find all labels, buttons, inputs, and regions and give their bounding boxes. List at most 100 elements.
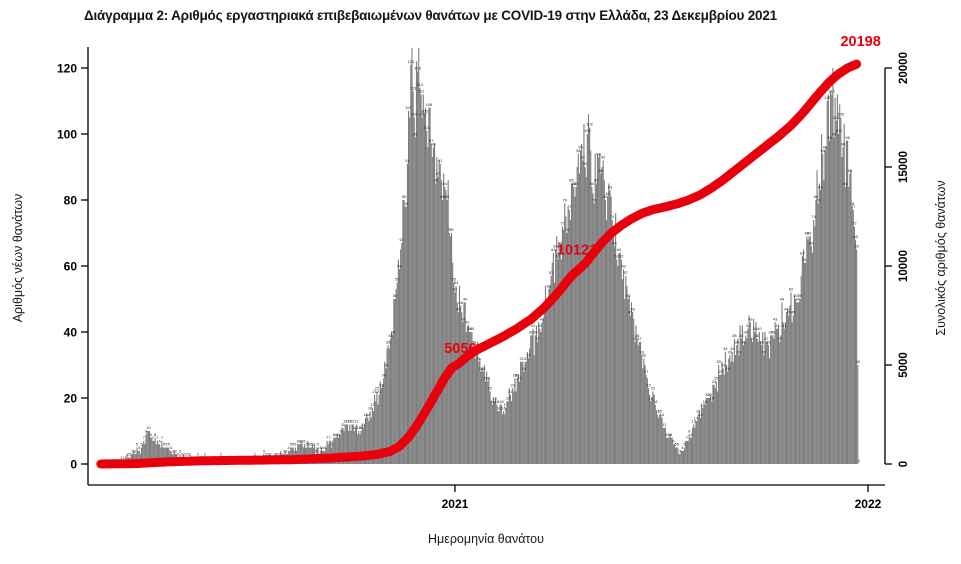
- svg-text:2: 2: [186, 452, 189, 457]
- svg-text:31: 31: [524, 356, 529, 361]
- svg-text:12: 12: [345, 419, 350, 424]
- svg-text:5: 5: [317, 442, 320, 447]
- svg-text:0: 0: [898, 461, 910, 467]
- svg-text:7: 7: [156, 435, 159, 440]
- svg-text:4: 4: [288, 445, 291, 450]
- svg-text:28: 28: [479, 366, 484, 371]
- svg-text:26: 26: [515, 372, 520, 377]
- svg-text:2: 2: [197, 452, 200, 457]
- svg-text:23: 23: [379, 382, 384, 387]
- svg-text:5: 5: [163, 442, 166, 447]
- svg-text:84: 84: [574, 181, 579, 186]
- svg-text:62: 62: [619, 254, 624, 259]
- svg-text:5: 5: [165, 442, 168, 447]
- svg-text:28: 28: [522, 366, 527, 371]
- svg-text:28: 28: [481, 366, 486, 371]
- svg-text:29: 29: [384, 363, 389, 368]
- svg-text:2: 2: [269, 452, 272, 457]
- svg-text:80: 80: [64, 194, 78, 208]
- svg-text:36: 36: [472, 339, 477, 344]
- svg-text:78: 78: [404, 201, 409, 206]
- svg-text:21: 21: [508, 389, 513, 394]
- svg-text:37: 37: [764, 336, 769, 341]
- svg-text:65: 65: [854, 244, 859, 249]
- x-axis-label: Ημερομηνία θανάτου: [428, 532, 544, 546]
- svg-text:4: 4: [319, 445, 322, 450]
- svg-text:98: 98: [845, 135, 850, 140]
- svg-text:102: 102: [586, 122, 593, 127]
- svg-text:108: 108: [426, 102, 433, 107]
- svg-text:63: 63: [800, 250, 805, 255]
- svg-text:69: 69: [807, 231, 812, 236]
- svg-text:7: 7: [152, 435, 155, 440]
- svg-text:37: 37: [750, 336, 755, 341]
- svg-text:39: 39: [744, 330, 749, 335]
- svg-text:6: 6: [159, 438, 162, 443]
- svg-text:2022: 2022: [855, 497, 882, 511]
- cumulative-deaths-line: [96, 59, 862, 469]
- svg-text:2: 2: [188, 452, 191, 457]
- svg-text:5: 5: [312, 442, 315, 447]
- svg-text:81: 81: [605, 191, 610, 196]
- svg-text:9: 9: [340, 429, 343, 434]
- svg-text:25: 25: [486, 376, 491, 381]
- svg-text:3: 3: [134, 448, 137, 453]
- svg-text:46: 46: [630, 306, 635, 311]
- svg-text:104: 104: [833, 115, 840, 120]
- svg-text:114: 114: [417, 82, 424, 87]
- svg-text:2: 2: [281, 452, 284, 457]
- svg-text:2: 2: [278, 452, 281, 457]
- svg-text:10: 10: [146, 425, 151, 430]
- svg-text:8: 8: [154, 432, 157, 437]
- svg-text:59: 59: [621, 264, 626, 269]
- svg-text:4: 4: [324, 445, 327, 450]
- svg-text:72: 72: [560, 221, 565, 226]
- svg-text:84: 84: [572, 181, 577, 186]
- svg-text:22: 22: [651, 386, 656, 391]
- svg-text:45: 45: [791, 310, 796, 315]
- svg-text:66: 66: [612, 240, 617, 245]
- svg-text:49: 49: [796, 297, 801, 302]
- svg-text:85: 85: [594, 178, 599, 183]
- svg-text:38: 38: [739, 333, 744, 338]
- svg-text:119: 119: [414, 66, 421, 71]
- svg-text:25: 25: [517, 376, 522, 381]
- svg-text:101: 101: [423, 125, 430, 130]
- svg-text:83: 83: [818, 184, 823, 189]
- svg-text:50: 50: [798, 293, 803, 298]
- svg-text:70: 70: [447, 227, 452, 232]
- svg-text:46: 46: [456, 306, 461, 311]
- svg-text:12: 12: [350, 419, 355, 424]
- svg-text:37: 37: [535, 336, 540, 341]
- svg-text:84: 84: [443, 181, 448, 186]
- svg-text:68: 68: [853, 234, 858, 239]
- svg-text:83: 83: [608, 184, 613, 189]
- svg-text:10000: 10000: [898, 250, 910, 282]
- milestone-label-20198: 20198: [840, 34, 880, 50]
- svg-text:16: 16: [368, 405, 373, 410]
- svg-text:8: 8: [668, 432, 671, 437]
- svg-text:19: 19: [506, 396, 511, 401]
- svg-text:78: 78: [850, 201, 855, 206]
- svg-text:67: 67: [400, 237, 405, 242]
- svg-text:113: 113: [410, 85, 417, 90]
- svg-text:42: 42: [465, 320, 470, 325]
- svg-text:23: 23: [646, 382, 651, 387]
- svg-text:6: 6: [299, 438, 302, 443]
- svg-text:10: 10: [359, 425, 364, 430]
- svg-text:66: 66: [558, 240, 563, 245]
- svg-text:55: 55: [452, 277, 457, 282]
- svg-text:9: 9: [145, 429, 148, 434]
- svg-text:4: 4: [138, 445, 141, 450]
- svg-text:32: 32: [642, 353, 647, 358]
- svg-text:77: 77: [567, 204, 572, 209]
- svg-text:14: 14: [363, 412, 368, 417]
- svg-text:14: 14: [698, 412, 703, 417]
- svg-text:45: 45: [628, 310, 633, 315]
- svg-text:96: 96: [431, 141, 436, 146]
- svg-text:60: 60: [64, 260, 78, 274]
- svg-text:80: 80: [603, 194, 608, 199]
- svg-text:88: 88: [848, 168, 853, 173]
- svg-text:41: 41: [775, 323, 780, 328]
